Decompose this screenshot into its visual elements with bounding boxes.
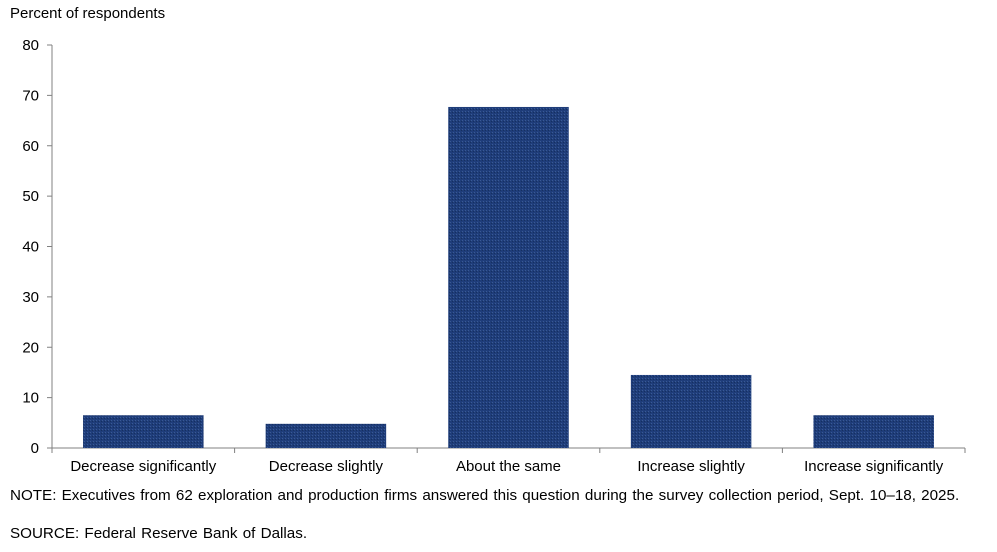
- y-axis-unit-label: Percent of respondents: [10, 5, 166, 22]
- bar: [83, 415, 204, 448]
- bar: [813, 415, 934, 448]
- y-tick-label: 80: [22, 37, 39, 54]
- y-tick-label: 0: [31, 440, 39, 457]
- y-tick-label: 50: [22, 188, 39, 205]
- y-axis: 0 10 20 30 40 50 60 70 80: [22, 37, 53, 457]
- x-tick-label: Increase significantly: [804, 458, 944, 475]
- chart-source: SOURCE: Federal Reserve Bank of Dallas.: [10, 525, 308, 542]
- bar: [265, 423, 387, 448]
- y-tick-label: 30: [22, 289, 39, 306]
- bar: [630, 374, 752, 448]
- x-axis: Decrease significantly Decrease slightly A…: [51, 447, 966, 475]
- bar-chart: 0 10 20 30 40 50 60 70 80 Decrease significantly…: [22, 37, 966, 475]
- bars: [83, 106, 934, 449]
- y-tick-label: 70: [22, 87, 39, 104]
- bar: [448, 106, 569, 449]
- chart-note: NOTE: Executives from 62 exploration and…: [10, 487, 960, 504]
- x-tick-label: Increase slightly: [637, 458, 745, 475]
- x-tick-label: Decrease slightly: [269, 458, 384, 475]
- y-tick-label: 10: [22, 390, 39, 407]
- y-tick-label: 40: [22, 239, 39, 256]
- x-tick-label: Decrease significantly: [70, 458, 216, 475]
- y-tick-label: 20: [22, 339, 39, 356]
- y-tick-label: 60: [22, 138, 39, 155]
- x-tick-label: About the same: [456, 458, 561, 475]
